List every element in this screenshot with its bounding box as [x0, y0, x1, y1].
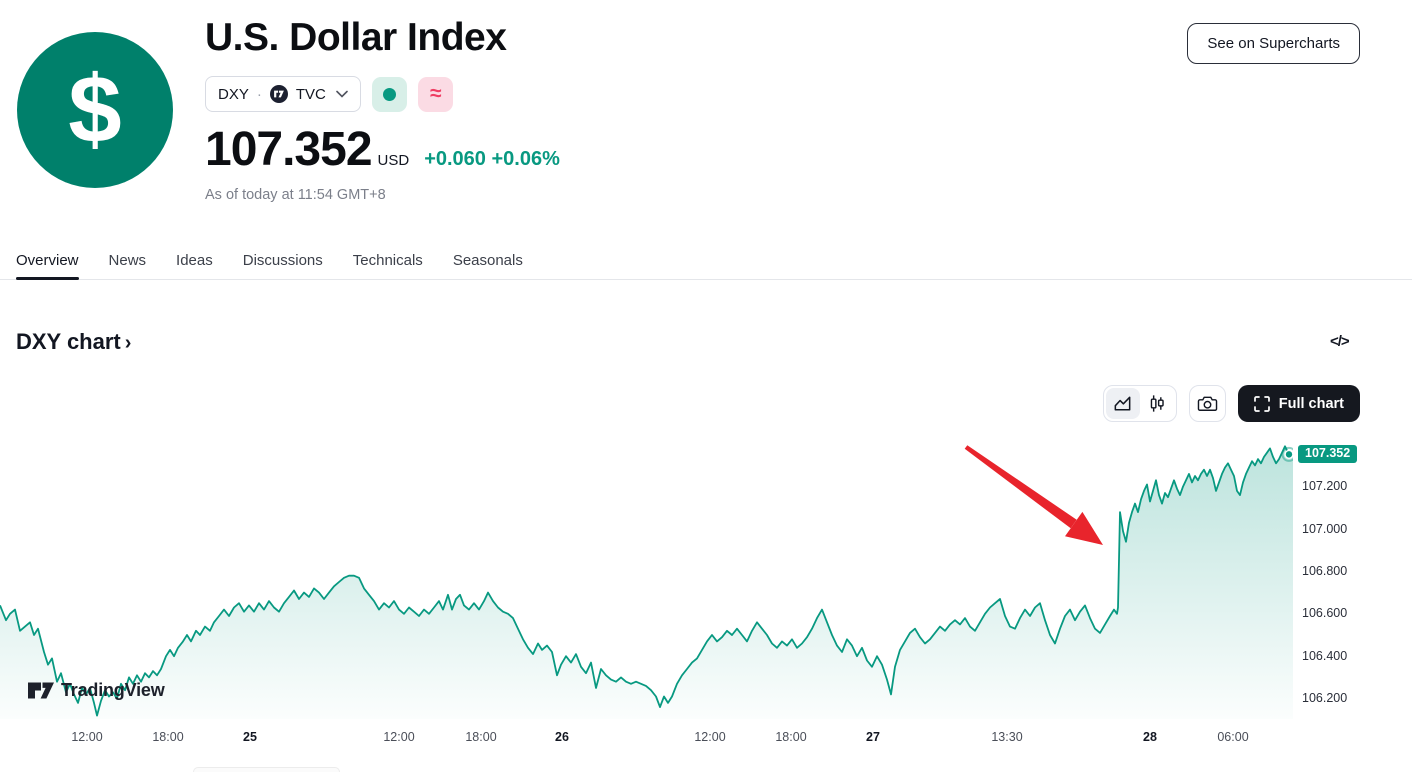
change-absolute: +0.060 — [424, 148, 486, 170]
tab-overview[interactable]: Overview — [16, 245, 79, 280]
full-chart-button[interactable]: Full chart — [1237, 385, 1360, 422]
y-tick-label: 106.400 — [1302, 648, 1348, 663]
market-open-dot-icon — [382, 87, 396, 101]
approx-icon: ≈ — [429, 82, 442, 105]
chart-type-switcher — [1102, 385, 1177, 422]
page-tabs: Overview News Ideas Discussions Technicals Se… — [0, 245, 1412, 280]
y-tick-label: 107.000 — [1302, 521, 1348, 536]
annotation-arrow-shaft — [964, 445, 1077, 529]
y-tick-label: 107.200 — [1302, 479, 1348, 494]
x-tick-label: 06:00 — [1217, 730, 1249, 744]
tab-ideas[interactable]: Ideas — [176, 252, 213, 269]
as-of-timestamp: As of today at 11:54 GMT+8 — [205, 187, 386, 203]
camera-icon — [1197, 396, 1217, 411]
last-price-marker-dot — [1285, 451, 1293, 458]
tab-news[interactable]: News — [108, 252, 147, 269]
snapshot-button[interactable] — [1188, 385, 1226, 422]
area-chart-type-button[interactable] — [1105, 388, 1140, 419]
price-row: 107.352 USD +0.060 +0.06% — [205, 122, 560, 177]
tab-seasonals[interactable]: Seasonals — [452, 252, 523, 269]
price-chart-area[interactable]: 107.200 107.000 106.800 106.600 106.400 106.2… — [0, 437, 1412, 757]
fullscreen-icon — [1253, 395, 1270, 412]
y-tick-label: 106.200 — [1302, 691, 1348, 706]
full-chart-label: Full chart — [1278, 395, 1344, 412]
x-tick-label: 25 — [243, 730, 257, 744]
market-status-badge[interactable] — [371, 76, 407, 112]
area-fill — [0, 446, 1293, 719]
last-price: 107.352 — [205, 123, 373, 176]
chart-controls: Full chart — [1102, 385, 1360, 422]
candles-chart-type-button[interactable] — [1140, 388, 1174, 419]
page-title: U.S. Dollar Index — [205, 16, 507, 59]
x-tick-label: 12:00 — [71, 730, 103, 744]
chart-section-heading[interactable]: DXY chart › — [16, 329, 131, 355]
section-title: DXY chart — [16, 329, 121, 354]
last-price-marker-ring — [1281, 446, 1293, 462]
currency-label: USD — [377, 152, 410, 169]
x-tick-label: 12:00 — [694, 730, 726, 744]
x-tick-label: 12:00 — [383, 730, 415, 744]
last-price-flag: 107.352 — [1298, 445, 1358, 464]
x-tick-label: 18:00 — [775, 730, 807, 744]
x-tick-label: 27 — [866, 730, 880, 744]
price-change: +0.060 +0.06% — [424, 148, 560, 171]
x-tick-label: 28 — [1143, 730, 1157, 744]
dollar-sign-glyph: $ — [68, 56, 122, 163]
tab-discussions[interactable]: Discussions — [242, 252, 323, 269]
tradingview-watermark: TradingView — [28, 680, 165, 701]
x-tick-label: 26 — [555, 730, 569, 744]
change-percent: +0.06% — [491, 148, 560, 170]
y-tick-label: 106.800 — [1302, 563, 1348, 578]
chevron-down-icon — [336, 90, 348, 98]
tradingview-logo-icon — [269, 85, 288, 103]
symbol-ticker: DXY — [218, 85, 249, 103]
tradingview-watermark-icon — [28, 682, 54, 699]
y-tick-label: 106.600 — [1302, 606, 1348, 621]
dot-separator: · — [256, 85, 262, 103]
x-tick-label: 18:00 — [152, 730, 184, 744]
x-tick-label: 18:00 — [465, 730, 497, 744]
symbol-row: DXY · TVC ≈ — [205, 76, 453, 112]
symbol-selector[interactable]: DXY · TVC — [205, 76, 361, 112]
tab-technicals[interactable]: Technicals — [352, 252, 423, 269]
timeframe-bar-partial[interactable] — [193, 767, 340, 772]
exchange-name: TVC — [295, 85, 326, 103]
see-on-supercharts-button[interactable]: See on Supercharts — [1187, 23, 1360, 64]
symbol-logo: $ — [17, 32, 173, 188]
price-line — [0, 445, 1293, 717]
area-chart-icon — [1114, 396, 1131, 411]
candlestick-icon — [1150, 395, 1164, 412]
delayed-data-badge[interactable]: ≈ — [417, 76, 453, 112]
tradingview-watermark-text: TradingView — [61, 680, 165, 700]
annotation-arrow-head — [1065, 511, 1103, 545]
x-tick-label: 13:30 — [991, 730, 1023, 744]
embed-code-icon[interactable]: </> — [1330, 333, 1350, 350]
chevron-right-icon: › — [124, 331, 132, 354]
price-chart-svg[interactable] — [0, 437, 1293, 719]
